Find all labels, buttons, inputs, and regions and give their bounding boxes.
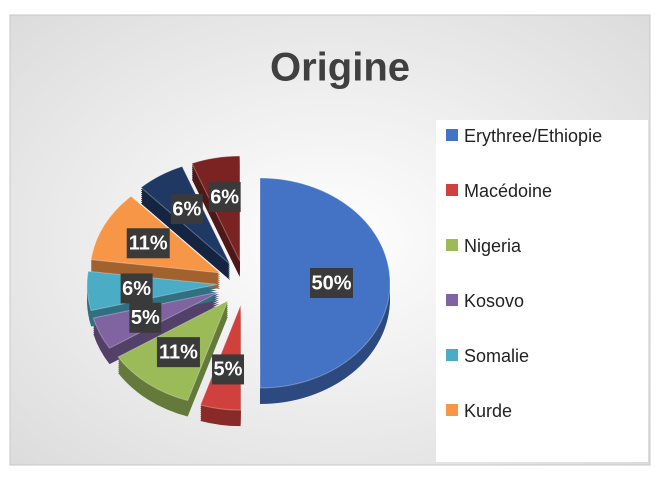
data-label: 11%	[159, 341, 198, 363]
legend-label: Nigeria	[464, 236, 522, 256]
legend-label: Kosovo	[464, 291, 525, 311]
legend-entry: Nigeria	[446, 235, 636, 257]
legend-entry: Kosovo	[446, 290, 636, 312]
data-label-box	[126, 228, 170, 259]
data-label: 50%	[311, 272, 351, 294]
legend-swatch	[446, 129, 458, 141]
data-label: 6%	[172, 198, 201, 220]
legend: Erythree/Ethiopie Macédoine Nigeria Kosovo S…	[436, 120, 648, 462]
data-label: 6%	[210, 186, 239, 208]
data-label-box	[156, 337, 200, 368]
legend-entry: Macédoine	[446, 180, 636, 202]
legend-entry: Somalie	[446, 345, 636, 367]
data-label-box	[120, 273, 153, 304]
legend-swatch	[446, 294, 458, 306]
data-label: 6%	[122, 278, 151, 300]
legend-label: Kurde	[464, 401, 513, 421]
data-label-box	[170, 194, 203, 225]
data-label: 5%	[131, 307, 160, 329]
legend-label: Macédoine	[464, 181, 553, 201]
legend-label: Erythree/Ethiopie	[464, 126, 603, 146]
data-label-box	[129, 302, 162, 333]
legend-swatch	[446, 239, 458, 251]
legend-entry: Kurde	[446, 400, 636, 422]
legend-entry: Erythree/Ethiopie	[446, 125, 636, 147]
legend-swatch	[446, 184, 458, 196]
data-label: 11%	[129, 233, 168, 255]
data-label-box	[212, 354, 245, 385]
data-label-box	[310, 268, 353, 298]
legend-swatch	[446, 404, 458, 416]
data-label: 5%	[214, 359, 243, 381]
chart-title: Origine	[270, 46, 410, 90]
legend-swatch	[446, 349, 458, 361]
legend-label: Somalie	[464, 346, 530, 366]
data-label-box	[208, 182, 241, 213]
